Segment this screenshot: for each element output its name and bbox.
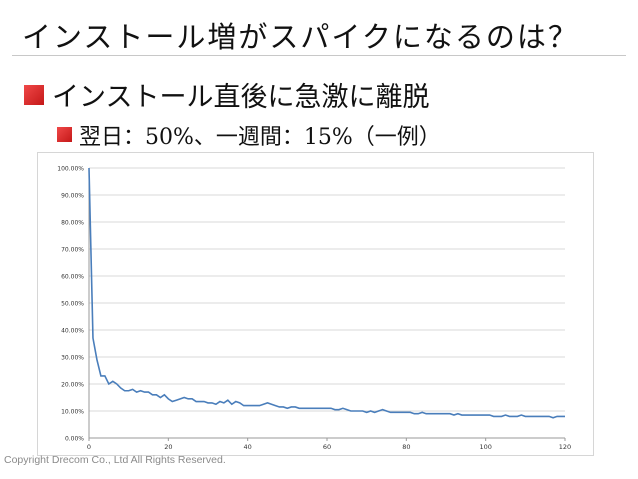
x-tick-label: 20 [164, 443, 172, 451]
sub-bullet-square-icon [57, 127, 72, 142]
title-divider [12, 55, 626, 56]
y-tick-labels: 0.00% 10.00% 20.00% 30.00% 40.00% 50.00% 60.00… [57, 166, 84, 443]
y-tick-label: 100.00% [57, 166, 84, 173]
retention-chart-svg: 0.00% 10.00% 20.00% 30.00% 40.00% 50.00% 60.00… [57, 166, 571, 452]
y-tick-label: 60.00% [61, 274, 84, 281]
y-tick-label: 20.00% [61, 382, 84, 389]
y-tick-label: 70.00% [61, 247, 84, 254]
y-tick-label: 10.00% [61, 409, 84, 416]
y-tick-label: 40.00% [61, 328, 84, 335]
slide-title: インストール増がスパイクになるのは？ [22, 20, 579, 54]
y-tick-label: 80.00% [61, 220, 84, 227]
x-tick-label: 80 [402, 443, 410, 451]
x-tick-label: 120 [559, 443, 571, 451]
copyright-notice: Copyright Drecom Co., Ltd All Rights Res… [4, 454, 226, 466]
x-tick-label: 40 [244, 443, 252, 451]
x-tick-label: 60 [323, 443, 331, 451]
y-tick-label: 90.00% [61, 193, 84, 200]
x-tick-label: 0 [87, 443, 91, 451]
retention-series-line [88, 167, 565, 419]
bullet-point-sub: 翌日：50%、一週間：15%（一例） [79, 125, 441, 150]
chart-axes [88, 168, 566, 441]
bullet-point-main: インストール直後に急激に離脱 [52, 82, 430, 113]
x-tick-label: 100 [479, 443, 491, 451]
y-tick-label: 50.00% [61, 301, 84, 308]
y-tick-label: 30.00% [61, 355, 84, 362]
x-tick-labels: 0 20 40 60 80 100 120 [87, 443, 571, 451]
bullet-square-icon [24, 85, 44, 105]
retention-chart: 0.00% 10.00% 20.00% 30.00% 40.00% 50.00% 60.00… [37, 152, 594, 456]
y-tick-label: 0.00% [65, 436, 84, 443]
chart-gridlines [89, 167, 565, 412]
